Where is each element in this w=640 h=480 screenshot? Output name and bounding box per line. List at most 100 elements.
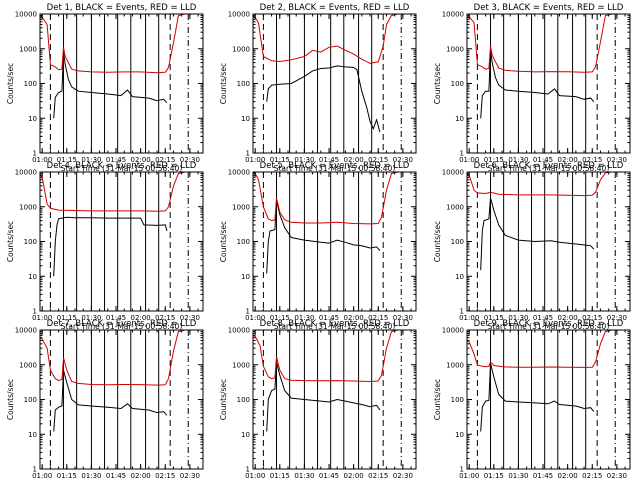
y-axis-label: Counts/sec (433, 221, 442, 262)
chart-panel-det-1: 1 10 100 1000 10000 01:00 01:15 01:30 01:45 02:00… (6, 3, 204, 173)
x-tick-label: 01:15 (270, 314, 290, 322)
plot-frame (466, 13, 631, 154)
x-tick-label: 01:30 (294, 472, 314, 480)
x-tick-label: 02:30 (180, 156, 200, 164)
x-tick-label: 01:45 (533, 156, 553, 164)
y-tick-label: 10 (241, 115, 250, 123)
x-tick-label: 01:30 (294, 156, 314, 164)
y-tick-label: 1 (33, 150, 37, 158)
y-tick-label: 1000 (19, 203, 37, 211)
x-axis-label: Start Time (31-Mar-15 00:58:40) (61, 164, 183, 173)
plot-frame (39, 329, 204, 470)
y-tick-label: 1000 (232, 361, 250, 369)
y-tick-label: 1 (33, 308, 37, 316)
series-lld-line (40, 330, 186, 386)
x-tick-label: 02:00 (344, 156, 364, 164)
x-tick-label: 02:30 (607, 314, 627, 322)
y-tick-label: 10000 (15, 11, 37, 19)
panel-title: Det 4, BLACK = Events, RED = LLD (47, 161, 197, 171)
x-tick-label: 01:00 (459, 472, 479, 480)
x-tick-label: 02:00 (344, 472, 364, 480)
plot-area (40, 172, 189, 311)
y-tick-label: 1 (33, 466, 37, 474)
x-tick-label: 02:15 (582, 472, 602, 480)
x-tick-label: 02:30 (393, 314, 413, 322)
y-tick-label: 100 (237, 396, 250, 404)
x-tick-label: 02:30 (180, 472, 200, 480)
y-tick-label: 1000 (19, 361, 37, 369)
series-events-line (266, 65, 381, 133)
panel-title: Det 9, BLACK = Events, RED = LLD (474, 319, 624, 329)
x-axis-label: Start Time (31-Mar-15 00:58:40) (274, 164, 396, 173)
y-axis-label: Counts/sec (6, 63, 15, 104)
plot-area (40, 330, 189, 469)
x-tick-label: 01:15 (57, 156, 77, 164)
panel-title: Det 6, BLACK = Events, RED = LLD (474, 161, 624, 171)
plot-area (253, 330, 402, 469)
x-tick-label: 02:15 (155, 156, 175, 164)
plot-area (467, 14, 616, 153)
y-tick-label: 10 (241, 431, 250, 439)
x-tick-label: 02:00 (131, 472, 151, 480)
y-axis-label: Counts/sec (433, 63, 442, 104)
y-tick-label: 1 (246, 150, 250, 158)
x-tick-label: 02:30 (607, 156, 627, 164)
x-axis-label: Start Time (31-Mar-15 00:58:40) (61, 322, 183, 331)
x-tick-label: 02:00 (558, 156, 578, 164)
x-tick-label: 02:30 (607, 472, 627, 480)
plot-frame (39, 171, 204, 312)
x-tick-label: 02:30 (180, 314, 200, 322)
series-lld-line (467, 330, 613, 368)
plot-frame (252, 13, 417, 154)
y-axis-label: Counts/sec (219, 63, 228, 104)
x-tick-label: 01:30 (81, 314, 101, 322)
x-tick-label: 02:15 (368, 472, 388, 480)
x-tick-label: 01:45 (533, 314, 553, 322)
y-tick-label: 1000 (232, 45, 250, 53)
x-tick-label: 02:15 (155, 472, 175, 480)
series-lld-line (253, 172, 399, 225)
x-tick-label: 02:30 (393, 472, 413, 480)
plot-area (253, 172, 402, 311)
series-events-line (480, 197, 595, 271)
x-tick-label: 01:00 (245, 472, 265, 480)
y-tick-label: 10000 (442, 169, 464, 177)
plot-area (467, 330, 616, 469)
x-tick-label: 02:00 (558, 472, 578, 480)
x-tick-label: 01:00 (32, 156, 52, 164)
y-tick-label: 10 (28, 273, 37, 281)
y-tick-label: 100 (24, 396, 37, 404)
plot-area (253, 14, 402, 153)
x-tick-label: 01:00 (245, 314, 265, 322)
chart-panel-det-4: 1 10 100 1000 10000 01:00 01:15 01:30 01:45 02:00… (6, 161, 204, 331)
x-tick-label: 02:15 (368, 314, 388, 322)
panel-title: Det 3, BLACK = Events, RED = LLD (474, 3, 624, 13)
y-tick-label: 100 (24, 80, 37, 88)
x-tick-label: 01:15 (57, 314, 77, 322)
y-tick-label: 1000 (446, 361, 464, 369)
series-lld-line (467, 14, 613, 73)
chart-panel-det-5: 1 10 100 1000 10000 01:00 01:15 01:30 01:45 02:00… (219, 161, 417, 331)
x-tick-label: 01:45 (533, 472, 553, 480)
y-tick-label: 100 (237, 80, 250, 88)
y-axis-label: Counts/sec (433, 379, 442, 420)
x-tick-label: 02:15 (368, 156, 388, 164)
x-tick-label: 01:00 (32, 472, 52, 480)
y-axis-label: Counts/sec (219, 379, 228, 420)
x-tick-label: 01:30 (81, 472, 101, 480)
y-tick-label: 1 (460, 150, 464, 158)
series-events-line (480, 363, 595, 432)
y-tick-label: 1 (460, 308, 464, 316)
y-tick-label: 100 (237, 238, 250, 246)
series-lld-line (40, 172, 186, 212)
x-tick-label: 01:30 (508, 314, 528, 322)
y-tick-label: 10 (28, 431, 37, 439)
y-tick-label: 10000 (442, 327, 464, 335)
x-tick-label: 01:30 (508, 156, 528, 164)
x-tick-label: 01:45 (319, 156, 339, 164)
series-events-line (53, 369, 168, 432)
x-tick-label: 01:15 (270, 472, 290, 480)
y-tick-label: 1000 (446, 45, 464, 53)
x-tick-label: 01:45 (319, 472, 339, 480)
